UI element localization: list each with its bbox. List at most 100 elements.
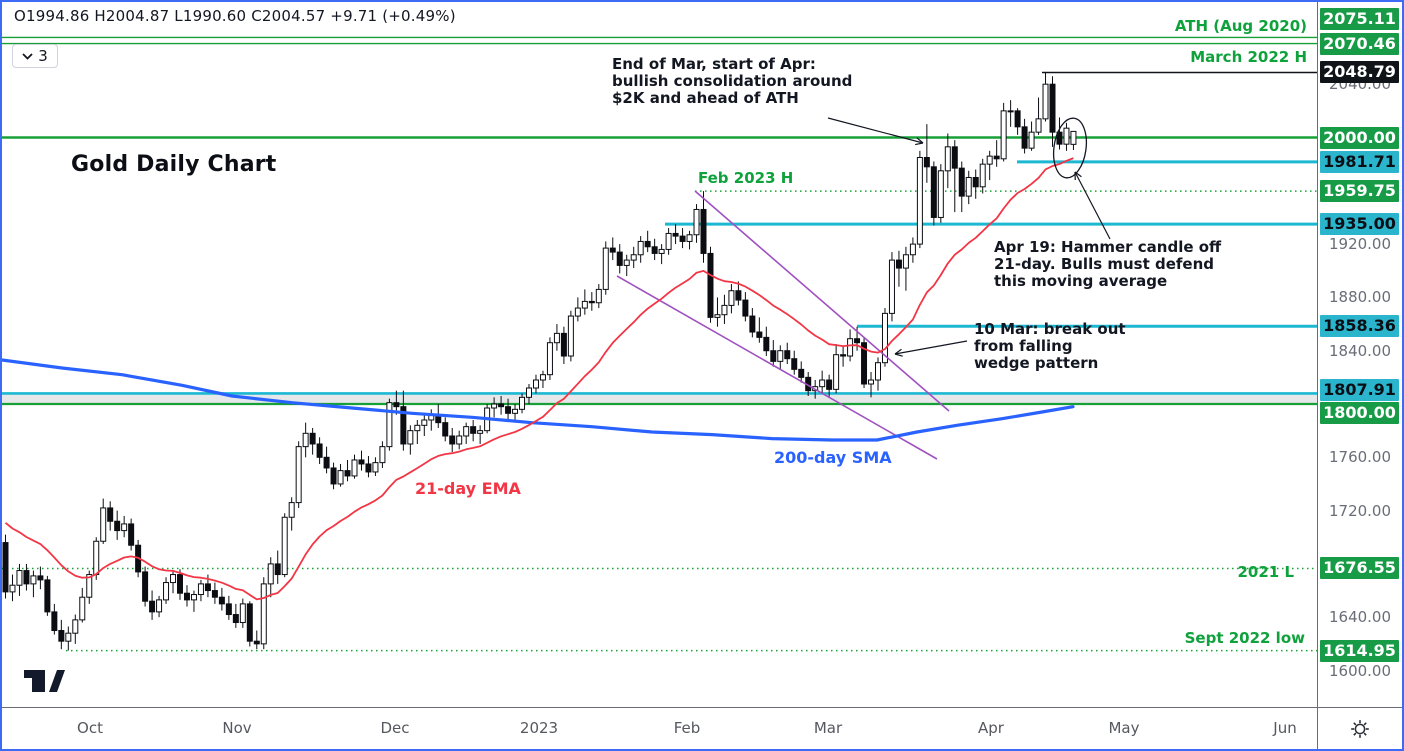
- candle-up: [190, 594, 197, 601]
- indicator-count: 3: [38, 47, 48, 65]
- candle-up: [1035, 118, 1042, 133]
- candle-down: [1021, 126, 1028, 149]
- candle-up: [1000, 110, 1007, 160]
- candle-up: [888, 259, 895, 314]
- candle-up: [937, 170, 944, 218]
- candle-down: [951, 146, 958, 169]
- level-label: Feb 2023 H: [698, 169, 793, 187]
- candle-down: [707, 252, 714, 318]
- candle-up: [881, 312, 888, 364]
- candle-down: [784, 350, 791, 360]
- time-axis-label: Mar: [813, 719, 843, 737]
- candle-down: [505, 406, 512, 414]
- candle-up: [372, 462, 379, 473]
- ohlc-legend: O1994.86 H2004.87 L1990.60 C2004.57 +9.7…: [14, 7, 456, 25]
- candle-down: [616, 251, 623, 266]
- candle-up: [260, 583, 267, 645]
- candle-up: [519, 396, 526, 410]
- candle-up: [239, 603, 246, 624]
- candle-up: [581, 300, 588, 309]
- price-tag-1935.00: 1935.00: [1320, 213, 1399, 236]
- candle-down: [330, 467, 337, 485]
- level-label: ATH (Aug 2020): [1175, 17, 1307, 35]
- legend-collapse-button[interactable]: 3: [12, 44, 58, 68]
- price-chart-plot[interactable]: ATH (Aug 2020) March 2022 H Feb 2023 H 2021…: [2, 2, 1317, 707]
- candle-up: [170, 574, 177, 584]
- candle-down: [749, 315, 756, 333]
- candle-down: [958, 167, 965, 197]
- arrow-head: [894, 348, 902, 355]
- time-axis-label: 2023: [519, 719, 559, 737]
- candle-down: [651, 246, 658, 254]
- ema-21-line: [4, 157, 1074, 601]
- candle-down: [142, 571, 149, 602]
- candle-up: [574, 307, 581, 317]
- candle-down: [107, 507, 114, 522]
- candle-down: [861, 342, 868, 385]
- price-tag-1959.75: 1959.75: [1320, 180, 1399, 203]
- time-axis[interactable]: Oct Nov Dec 2023 Feb Mar Apr May Jun: [2, 707, 1317, 749]
- candle-down: [232, 614, 239, 624]
- candle-up: [847, 338, 854, 357]
- candle-up: [407, 430, 414, 445]
- annotation-arrow: [1074, 171, 1111, 240]
- candle-up: [623, 259, 630, 266]
- price-tag-2075.11: 2075.11: [1320, 8, 1399, 30]
- candle-down: [393, 402, 400, 408]
- candle-up: [456, 435, 463, 445]
- ema-label: 21-day EMA: [415, 479, 522, 498]
- candle-up: [553, 332, 560, 344]
- price-tag-2070.46: 2070.46: [1320, 32, 1399, 55]
- candle-up: [414, 424, 421, 432]
- candle-down: [2, 542, 9, 593]
- chart-title-drawing[interactable]: Gold Daily Chart: [71, 152, 277, 177]
- candle-up: [288, 502, 295, 518]
- price-axis[interactable]: 2040.00 1920.00 1880.00 1840.00 1760.00 1720.…: [1317, 2, 1402, 707]
- candle-up: [833, 354, 840, 390]
- candle-up: [868, 379, 875, 385]
- candle-up: [637, 240, 644, 256]
- candle-up: [532, 379, 539, 389]
- candle-down: [735, 290, 742, 301]
- level-label: Sept 2022 low: [1185, 629, 1306, 647]
- candle-down: [177, 574, 183, 594]
- candle-down: [114, 520, 121, 532]
- level-label: March 2022 H: [1190, 48, 1307, 66]
- candle-down: [149, 600, 156, 613]
- candle-down: [218, 596, 225, 605]
- axis-settings-cell[interactable]: [1317, 707, 1402, 749]
- note-hammer[interactable]: Apr 19: Hammer candle off 21-day. Bulls m…: [994, 238, 1222, 290]
- price-tag-1800.00: 1800.00: [1320, 402, 1399, 424]
- time-axis-label: May: [1108, 719, 1140, 737]
- time-axis-label: Nov: [222, 719, 252, 737]
- candle-down: [1014, 110, 1021, 128]
- price-tag-1614.95: 1614.95: [1320, 639, 1399, 662]
- price-tick: 1720.00: [1328, 501, 1392, 520]
- candle-down: [672, 232, 679, 237]
- arrow-head: [915, 142, 924, 146]
- candle-down: [449, 435, 456, 445]
- note-breakout[interactable]: 10 Mar: break out from falling wedge patte…: [974, 320, 1126, 372]
- tradingview-logo[interactable]: [22, 666, 70, 694]
- price-tag-2048.79: 2048.79: [1320, 61, 1399, 84]
- candle-up: [686, 234, 693, 242]
- note-consolidation[interactable]: End of Mar, start of Apr: bullish consoli…: [612, 55, 852, 107]
- candle-down: [246, 603, 253, 642]
- candle-down: [770, 350, 777, 362]
- candle-up: [714, 314, 721, 318]
- candle-down: [923, 156, 930, 168]
- candle-up: [100, 507, 107, 542]
- candle-down: [225, 603, 232, 616]
- candle-down: [700, 208, 707, 254]
- candle-up: [163, 582, 170, 601]
- candle-up: [567, 315, 574, 357]
- candle-up: [1042, 83, 1049, 120]
- candle-up: [630, 254, 637, 261]
- candle-up: [491, 403, 498, 409]
- price-tag-1981.71: 1981.71: [1320, 150, 1399, 173]
- candle-down: [798, 368, 805, 378]
- candle-down: [742, 299, 749, 317]
- time-axis-label: Jun: [1273, 719, 1297, 737]
- candle-down: [344, 470, 351, 477]
